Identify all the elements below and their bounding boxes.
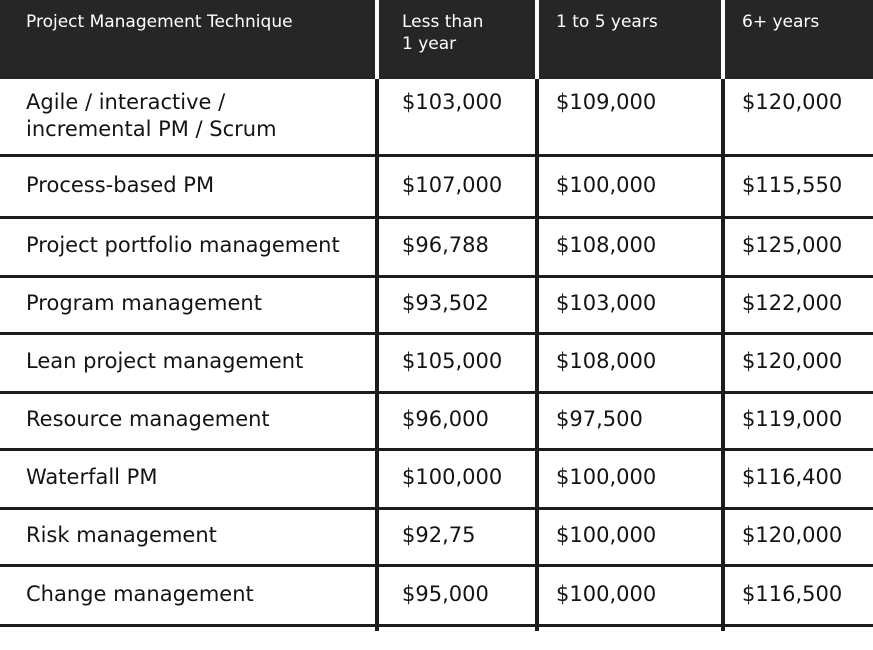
cell-6-plus-years: $122,000: [725, 278, 873, 335]
cell-6-plus-years: $119,000: [725, 394, 873, 451]
table-row: Agile / interactive / incremental PM / S…: [0, 79, 873, 157]
cell-6-plus-years: $120,000: [725, 510, 873, 567]
header-divider: [375, 0, 379, 79]
header-1-to-5-years: 1 to 5 years: [539, 0, 725, 79]
cell-1-to-5-years: $100,000: [539, 451, 725, 510]
cell-less-than-1-year-text: $103,000: [402, 90, 503, 114]
cell-technique-text: Lean project management: [26, 349, 304, 373]
cell-less-than-1-year-text: $107,000: [402, 172, 503, 197]
cell-1-to-5-years: $108,000: [539, 335, 725, 394]
cell-less-than-1-year: $105,000: [379, 335, 539, 394]
cell-technique-text: Process-based PM: [26, 172, 215, 197]
header-technique: Project Management Technique: [0, 0, 379, 79]
cell-technique-text: Risk management: [26, 523, 217, 547]
cell-technique-text: Waterfall PM: [26, 465, 158, 489]
cell-1-to-5-years-text: $108,000: [556, 233, 657, 257]
column-divider: [535, 0, 539, 631]
cell-technique: Program management: [0, 278, 379, 335]
cell-technique: Waterfall PM: [0, 451, 379, 510]
header-less-than-1-year-text: Less than 1 year: [402, 12, 484, 54]
cell-technique: Agile / interactive / incremental PM / S…: [0, 79, 379, 157]
cell-6-plus-years-text: $116,500: [742, 581, 843, 606]
cell-6-plus-years-text: $115,550: [742, 172, 843, 197]
cell-1-to-5-years-text: $97,500: [556, 407, 643, 431]
table-row: Program management $93,502 $103,000 $122,00…: [0, 278, 873, 335]
cell-6-plus-years-text: $125,000: [742, 233, 843, 257]
cell-technique: Lean project management: [0, 335, 379, 394]
cell-1-to-5-years: $100,000: [539, 157, 725, 219]
cell-technique: Change management: [0, 567, 379, 627]
table-row: Lean project management $105,000 $108,000 $…: [0, 335, 873, 394]
table-body: Agile / interactive / incremental PM / S…: [0, 79, 873, 627]
table-row: Resource management $96,000 $97,500 $119,00…: [0, 394, 873, 451]
table-header-row: Project Management Technique Less than 1…: [0, 0, 873, 79]
cell-less-than-1-year: $100,000: [379, 451, 539, 510]
cell-1-to-5-years-text: $100,000: [556, 172, 657, 197]
table-row: Project portfolio management $96,788 $108,…: [0, 219, 873, 278]
cell-6-plus-years-text: $116,400: [742, 465, 843, 489]
cell-less-than-1-year-text: $100,000: [402, 465, 503, 489]
cell-less-than-1-year: $96,000: [379, 394, 539, 451]
column-divider: [375, 0, 379, 631]
cell-1-to-5-years-text: $100,000: [556, 465, 657, 489]
header-divider: [721, 0, 725, 79]
cell-1-to-5-years: $97,500: [539, 394, 725, 451]
cell-technique-text: Agile / interactive / incremental PM / S…: [26, 90, 277, 141]
salary-table: Project Management Technique Less than 1…: [0, 0, 873, 631]
cell-less-than-1-year-text: $96,000: [402, 407, 489, 431]
table-row: Risk management $92,75 $100,000 $120,000: [0, 510, 873, 567]
cell-technique-text: Change management: [26, 581, 254, 606]
cell-6-plus-years: $116,500: [725, 567, 873, 627]
cell-technique: Resource management: [0, 394, 379, 451]
cell-1-to-5-years: $100,000: [539, 567, 725, 627]
cell-6-plus-years-text: $119,000: [742, 407, 843, 431]
cell-less-than-1-year: $107,000: [379, 157, 539, 219]
header-divider: [535, 0, 539, 79]
cell-6-plus-years: $125,000: [725, 219, 873, 278]
column-divider: [721, 0, 725, 631]
cell-6-plus-years: $116,400: [725, 451, 873, 510]
cell-less-than-1-year-text: $92,75: [402, 523, 476, 547]
cell-1-to-5-years-text: $100,000: [556, 581, 657, 606]
cell-1-to-5-years: $103,000: [539, 278, 725, 335]
cell-6-plus-years-text: $122,000: [742, 291, 843, 315]
header-6-plus-years: 6+ years: [725, 0, 873, 79]
cell-6-plus-years: $120,000: [725, 79, 873, 157]
table-row: Change management $95,000 $100,000 $116,500: [0, 567, 873, 627]
cell-6-plus-years-text: $120,000: [742, 523, 843, 547]
cell-less-than-1-year-text: $95,000: [402, 581, 489, 606]
cell-technique-text: Resource management: [26, 407, 270, 431]
cell-less-than-1-year: $95,000: [379, 567, 539, 627]
cell-1-to-5-years: $109,000: [539, 79, 725, 157]
cell-less-than-1-year-text: $93,502: [402, 291, 489, 315]
cell-1-to-5-years-text: $108,000: [556, 349, 657, 373]
cell-6-plus-years-text: $120,000: [742, 349, 843, 373]
cell-1-to-5-years-text: $109,000: [556, 90, 657, 114]
cell-6-plus-years: $120,000: [725, 335, 873, 394]
cell-less-than-1-year: $96,788: [379, 219, 539, 278]
cell-1-to-5-years-text: $100,000: [556, 523, 657, 547]
cell-less-than-1-year-text: $96,788: [402, 233, 489, 257]
cell-6-plus-years: $115,550: [725, 157, 873, 219]
cell-6-plus-years-text: $120,000: [742, 90, 843, 114]
cell-less-than-1-year: $103,000: [379, 79, 539, 157]
cell-1-to-5-years: $108,000: [539, 219, 725, 278]
cell-technique: Process-based PM: [0, 157, 379, 219]
cell-less-than-1-year: $93,502: [379, 278, 539, 335]
cell-technique: Project portfolio management: [0, 219, 379, 278]
cell-1-to-5-years: $100,000: [539, 510, 725, 567]
cell-technique-text: Project portfolio management: [26, 233, 340, 257]
cell-technique: Risk management: [0, 510, 379, 567]
cell-technique-text: Program management: [26, 291, 262, 315]
cell-less-than-1-year-text: $105,000: [402, 349, 503, 373]
header-less-than-1-year: Less than 1 year: [379, 0, 539, 79]
cell-1-to-5-years-text: $103,000: [556, 291, 657, 315]
table-row: Process-based PM $107,000 $100,000 $115,550: [0, 157, 873, 219]
cell-less-than-1-year: $92,75: [379, 510, 539, 567]
table-row: Waterfall PM $100,000 $100,000 $116,400: [0, 451, 873, 510]
